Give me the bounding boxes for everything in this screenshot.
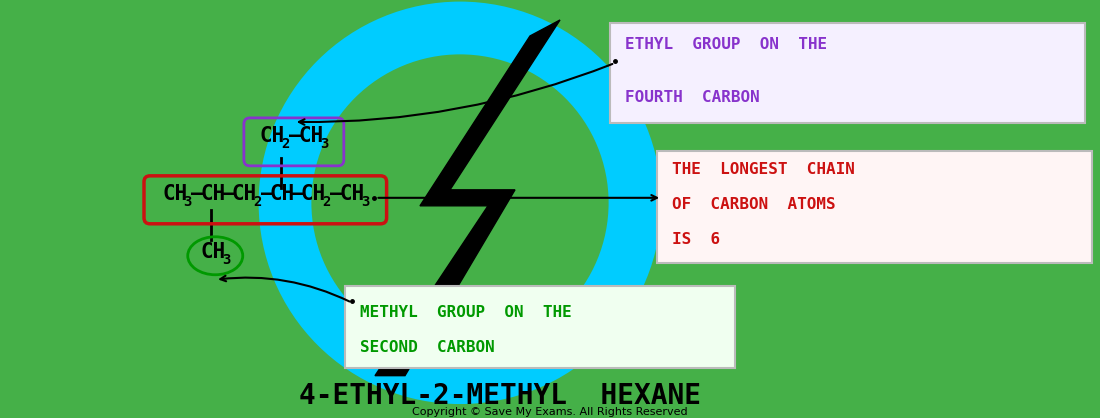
Text: 3: 3 (184, 195, 192, 209)
Text: –: – (261, 184, 273, 204)
Text: IS  6: IS 6 (672, 232, 721, 247)
FancyBboxPatch shape (657, 151, 1092, 263)
Text: –: – (222, 184, 234, 204)
Text: –: – (330, 184, 343, 204)
Text: 2: 2 (253, 195, 262, 209)
Text: Copyright © Save My Exams. All Rights Reserved: Copyright © Save My Exams. All Rights Re… (412, 407, 688, 417)
Text: FOURTH  CARBON: FOURTH CARBON (625, 90, 760, 105)
FancyBboxPatch shape (610, 23, 1085, 123)
Text: CH: CH (339, 184, 364, 204)
FancyBboxPatch shape (345, 286, 735, 368)
Text: OF  CARBON  ATOMS: OF CARBON ATOMS (672, 197, 836, 212)
Text: CH: CH (200, 184, 225, 204)
Text: CH: CH (231, 184, 256, 204)
Polygon shape (375, 20, 560, 376)
Text: CH: CH (200, 242, 225, 262)
Text: METHYL  GROUP  ON  THE: METHYL GROUP ON THE (360, 305, 572, 320)
Text: 4-ETHYL-2-METHYL  HEXANE: 4-ETHYL-2-METHYL HEXANE (299, 382, 701, 410)
Text: 3: 3 (222, 253, 231, 267)
Text: ETHYL  GROUP  ON  THE: ETHYL GROUP ON THE (625, 38, 827, 53)
Text: 2: 2 (282, 137, 290, 151)
Text: 2: 2 (322, 195, 331, 209)
Text: CH: CH (270, 184, 295, 204)
Text: CH: CH (162, 184, 187, 204)
Text: SECOND  CARBON: SECOND CARBON (360, 340, 495, 355)
Text: –: – (289, 126, 301, 146)
Text: CH: CH (298, 126, 323, 146)
Text: CH: CH (260, 126, 285, 146)
Text: 3: 3 (361, 195, 370, 209)
Text: 3: 3 (320, 137, 329, 151)
Text: –: – (191, 184, 204, 204)
Text: CH: CH (300, 184, 326, 204)
Text: THE  LONGEST  CHAIN: THE LONGEST CHAIN (672, 162, 855, 177)
Text: –: – (292, 184, 304, 204)
